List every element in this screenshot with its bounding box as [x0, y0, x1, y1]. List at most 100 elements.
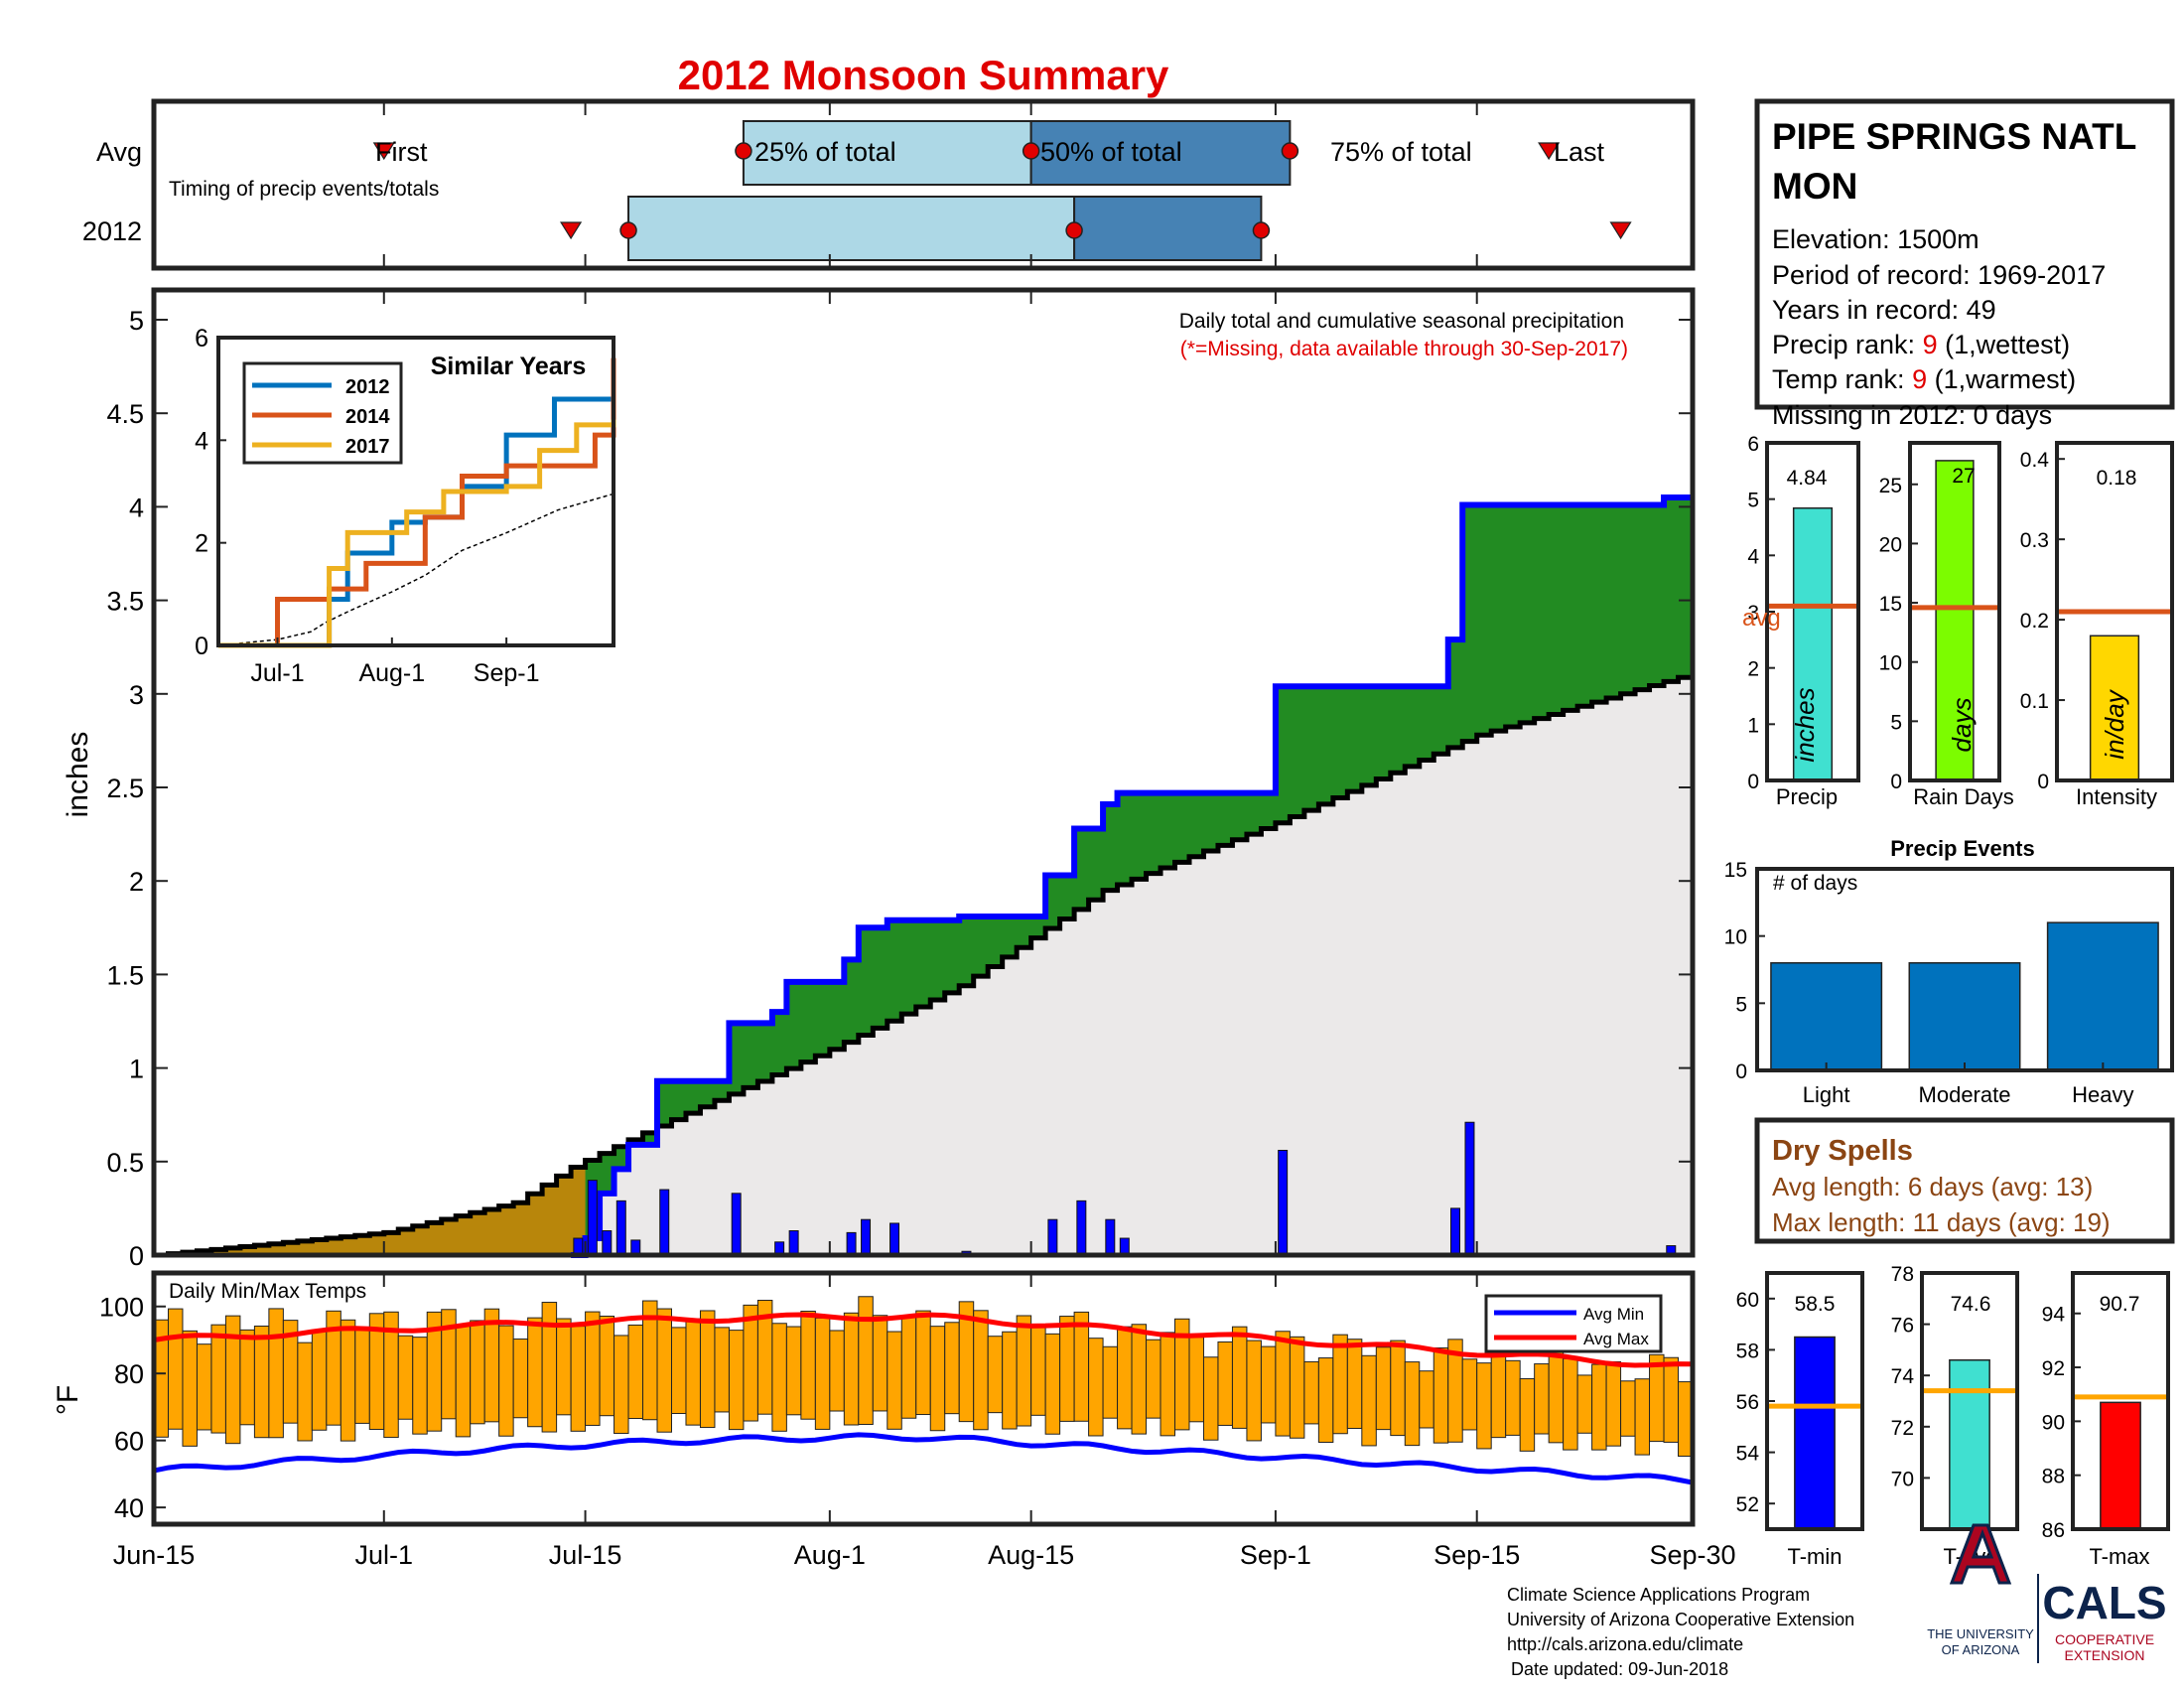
daily-temp-range-bar	[872, 1315, 888, 1412]
inset-frame	[216, 336, 615, 647]
station-name-line1: PIPE SPRINGS NATL	[1772, 116, 2136, 157]
raindays-y-tick-label: 0	[1890, 771, 1902, 793]
timing-avg-last-marker	[1538, 142, 1561, 161]
events-bar	[2046, 921, 2159, 1071]
raindays-y-tick-label: 25	[1879, 475, 1902, 497]
raindays-y-tick-label: 20	[1879, 533, 1902, 556]
daily-temp-range-bar	[1016, 1315, 1032, 1427]
temps-y-tick-label: 60	[114, 1427, 144, 1457]
temps-y-ticks: 40 60 80 100	[99, 1293, 166, 1523]
inset-x-tick-label: Aug-1	[358, 659, 425, 687]
daily-precip-bar	[615, 1199, 626, 1256]
timing-year-p75-marker	[1252, 221, 1271, 239]
daily-temp-range-bar	[887, 1331, 902, 1430]
daily-temp-range-bar	[1591, 1363, 1607, 1451]
inset-average-line	[217, 493, 614, 646]
timing-avg-first-marker	[372, 142, 395, 161]
daily-temp-range-bar	[829, 1330, 845, 1412]
inset-y-tick-label: 2	[195, 530, 208, 558]
events-category-label: Heavy	[2072, 1082, 2133, 1107]
precip-xlabel: Precip	[1776, 784, 1838, 809]
daily-temp-range-bar	[900, 1317, 917, 1419]
daily-temp-range-bar	[656, 1308, 672, 1433]
daily-precip-bar	[1119, 1237, 1130, 1256]
tavg-y-tick-label: 76	[1891, 1315, 1914, 1338]
events-y-tick-label: 15	[1724, 859, 1747, 882]
pre-monsoon-area	[154, 1167, 586, 1255]
daily-temp-range-bar	[1390, 1340, 1406, 1437]
daily-temp-range-bar	[1576, 1374, 1593, 1434]
daily-temp-range-bar	[297, 1341, 313, 1442]
tmax-y-tick-label: 92	[2042, 1357, 2065, 1380]
daily-temp-range-bar	[512, 1339, 529, 1419]
raindays-y-tick-label: 10	[1879, 652, 1902, 675]
daily-temp-range-bar	[1404, 1361, 1421, 1447]
daily-temp-range-bar	[1663, 1356, 1680, 1443]
precip-missing-note: (*=Missing, data available through 30-Se…	[1180, 338, 1628, 360]
daily-temp-range-bar	[699, 1310, 716, 1429]
tavg-y-tick-label: 72	[1891, 1417, 1914, 1440]
precip-y-tick-label: 6	[1747, 433, 1759, 456]
date-tick-label: Jul-1	[355, 1540, 414, 1570]
daily-temp-range-bar	[614, 1335, 629, 1435]
daily-temp-range-bar	[599, 1315, 615, 1417]
tmax-y-tick-label: 90	[2042, 1411, 2065, 1434]
raindays-unit-label: days	[1947, 698, 1977, 753]
events-title: Precip Events	[1890, 836, 2035, 861]
daily-temp-range-bar	[1117, 1326, 1133, 1430]
tavg-summary-bar	[1949, 1358, 1990, 1530]
timing-avg-p25-marker	[735, 142, 752, 160]
daily-precip-bar	[573, 1237, 584, 1256]
raindays-value-label: 27	[1952, 465, 1975, 488]
temp-summary-bars: 52 54 56 58 60 70 72 74 76 78 86 88 90 92 94	[1736, 1263, 2170, 1542]
daily-temp-range-bar	[1534, 1363, 1550, 1435]
daily-temp-range-bar	[397, 1335, 414, 1420]
precip-unit-label: inches	[1790, 687, 1820, 762]
timing-avg-bar-50-75	[1029, 120, 1292, 186]
timing-year-label: 2012	[82, 216, 142, 246]
inset-series-line-2014	[218, 357, 616, 648]
tavg-y-tick-label: 70	[1891, 1468, 1914, 1490]
daily-temp-range-bar	[455, 1326, 472, 1438]
daily-temp-range-bar	[1548, 1343, 1565, 1444]
temps-y-tick-label: 80	[114, 1359, 144, 1389]
precip-avg-label: avg	[1742, 605, 1781, 632]
daily-temp-range-bar	[1375, 1346, 1392, 1431]
dry-spells-max: Max length: 11 days (avg: 19)	[1772, 1207, 2111, 1237]
timing-bars	[372, 120, 1632, 261]
daily-temp-range-bar	[1059, 1316, 1075, 1422]
intensity-y-tick-label: 0.4	[2020, 449, 2050, 472]
daily-temp-range-bar	[973, 1310, 989, 1431]
daily-temp-range-bar	[1102, 1345, 1119, 1419]
daily-temp-range-bar	[585, 1311, 601, 1426]
daily-temp-range-bar	[843, 1312, 860, 1426]
temps-y-tick-label: 100	[99, 1293, 144, 1323]
precip-y-tick-label: 3.5	[106, 587, 144, 617]
precip-y-tick-label: 1.5	[106, 960, 144, 990]
temps-y-tick-label: 40	[114, 1493, 144, 1523]
daily-temp-range-bar	[167, 1308, 184, 1430]
timing-panel: Avg 2012 Timing of precip events/totals …	[82, 98, 1696, 271]
raindays-frame	[1908, 441, 2001, 782]
timing-year-first-marker	[560, 221, 583, 240]
daily-temp-range-bar	[527, 1317, 543, 1428]
tmin-y-tick-label: 60	[1736, 1289, 1759, 1312]
precip-y-tick-label: 1	[1747, 714, 1759, 737]
timing-p25-label: 25% of total	[754, 137, 896, 167]
daily-temp-range-bar	[685, 1318, 701, 1426]
timing-first-label: First	[375, 137, 428, 167]
precip-events-chart: Light Moderate Heavy 0 5 10 15	[1724, 859, 2174, 1107]
cals-logo-text: CALS	[2042, 1577, 2166, 1628]
cumulative-2012-line	[571, 494, 1693, 1258]
daily-temp-range-bar	[470, 1320, 485, 1425]
ua-logo-line1: THE UNIVERSITY	[1927, 1626, 2034, 1641]
daily-temp-range-bar	[1188, 1337, 1204, 1423]
precip-y-tick-label: 1	[129, 1055, 144, 1084]
daily-temp-range-bar	[1303, 1360, 1319, 1425]
precip-y-tick-label: 4	[1747, 545, 1759, 568]
daily-temp-range-bar	[1044, 1333, 1061, 1435]
tmax-xlabel: T-max	[2089, 1544, 2149, 1569]
timing-subtitle: Timing of precip events/totals	[169, 178, 439, 201]
daily-precip-bar	[1105, 1218, 1116, 1256]
figure-title: 2012 Monsoon Summary	[678, 52, 1169, 98]
